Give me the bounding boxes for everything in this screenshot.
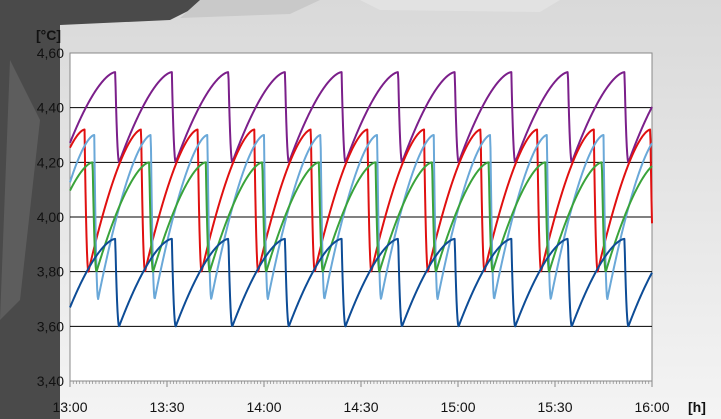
x-tick-label: 14:30 bbox=[343, 399, 378, 415]
series-line-3 bbox=[69, 134, 653, 300]
y-tick-label: 4,40 bbox=[37, 100, 64, 116]
gridlines bbox=[70, 107, 652, 327]
series-line-1 bbox=[69, 71, 653, 164]
series-line-2 bbox=[69, 128, 653, 273]
x-axis-tick-labels: 13:00 13:30 14:00 14:30 15:00 15:30 16:00 bbox=[52, 381, 670, 415]
y-tick-label: 3,80 bbox=[37, 264, 64, 280]
y-tick-label: 4,20 bbox=[37, 154, 64, 170]
y-axis-tick-labels: 4,60 4,40 4,20 4,00 3,80 3,60 3,40 bbox=[37, 45, 64, 389]
x-tick-label: 15:30 bbox=[537, 399, 572, 415]
series-line-4 bbox=[69, 161, 653, 273]
x-axis-minor-ticks bbox=[69, 381, 653, 384]
x-tick-label: 16:00 bbox=[634, 399, 669, 415]
y-tick-label: 3,40 bbox=[37, 373, 64, 389]
series-line-5 bbox=[69, 237, 653, 328]
y-tick-label: 3,60 bbox=[37, 318, 64, 334]
y-tick-label: 4,60 bbox=[37, 45, 64, 61]
y-tick-label: 4,00 bbox=[37, 209, 64, 225]
x-tick-label: 13:00 bbox=[52, 399, 87, 415]
x-axis-label: [h] bbox=[688, 399, 706, 415]
series-lines bbox=[69, 71, 653, 328]
y-axis-label: [°C] bbox=[36, 27, 61, 43]
x-tick-label: 15:00 bbox=[440, 399, 475, 415]
x-tick-label: 13:30 bbox=[149, 399, 184, 415]
x-tick-label: 14:00 bbox=[246, 399, 281, 415]
